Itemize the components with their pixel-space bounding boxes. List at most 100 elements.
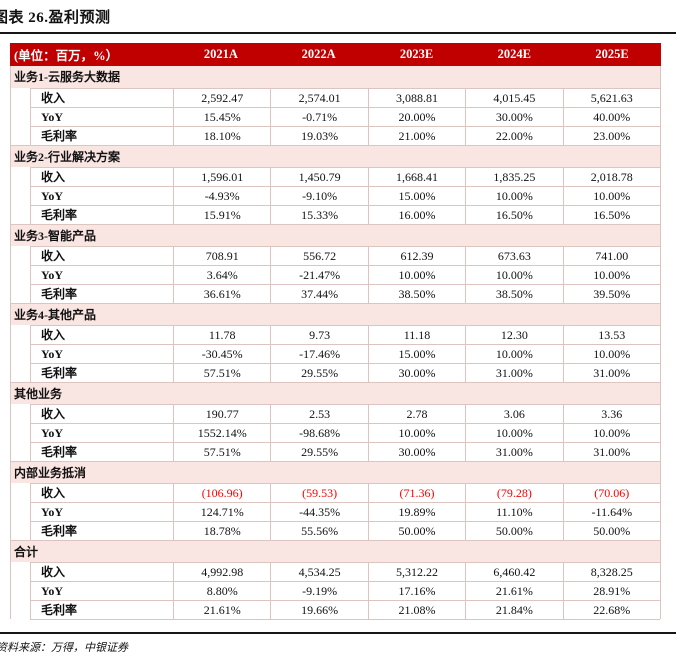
indent-cell	[11, 483, 31, 502]
indent-cell	[11, 167, 31, 186]
value-cell: 50.00%	[562, 521, 660, 540]
row-label: 收入	[31, 483, 173, 502]
table-row: 毛利率 15.91% 15.33% 16.00% 16.50% 16.50%	[11, 205, 660, 224]
value-cell: 30.00%	[465, 107, 563, 126]
value-cell: -98.68%	[270, 423, 368, 442]
value-cell: 2.53	[270, 404, 368, 423]
table-row: 收入 1,596.01 1,450.79 1,668.41 1,835.25 2,018.…	[11, 167, 660, 186]
row-label: 毛利率	[31, 363, 173, 382]
table-row: YoY 8.80% -9.19% 17.16% 21.61% 28.91%	[11, 581, 660, 600]
table-row: 收入 2,592.47 2,574.01 3,088.81 4,015.45 5,621.…	[11, 88, 660, 107]
indent-cell	[11, 107, 31, 126]
column-header-2023E: 2023E	[399, 47, 434, 61]
value-cell: 16.00%	[367, 205, 466, 224]
value-cell: 30.00%	[367, 442, 466, 461]
section-header-row: 合计	[11, 540, 660, 562]
value-cell: 11.18	[367, 325, 466, 344]
value-cell: 50.00%	[465, 521, 563, 540]
value-cell: 13.53	[562, 325, 660, 344]
section-header-row: 其他业务	[11, 382, 660, 404]
value-cell: 556.72	[270, 246, 368, 265]
row-label: 收入	[31, 88, 173, 107]
row-label: YoY	[31, 344, 173, 363]
value-cell: 12.30	[465, 325, 563, 344]
value-cell: 4,992.98	[173, 562, 271, 581]
value-cell: 30.00%	[367, 363, 466, 382]
indent-cell	[11, 502, 31, 521]
column-header-2024E: 2024E	[497, 47, 531, 61]
footer-divider	[0, 632, 676, 634]
table-body: 业务1-云服务大数据 收入 2,592.47 2,574.01 3,088.81 4,01…	[11, 66, 660, 620]
indent-cell	[11, 246, 31, 265]
row-label: 收入	[31, 246, 173, 265]
table-row: 毛利率 21.61% 19.66% 21.08% 21.84% 22.68%	[11, 600, 660, 620]
table-row: YoY -4.93% -9.10% 15.00% 10.00% 10.00%	[11, 186, 660, 205]
value-cell: 3.06	[465, 404, 563, 423]
indent-cell	[11, 126, 31, 145]
indent-cell	[11, 363, 31, 382]
value-cell: 31.00%	[562, 363, 660, 382]
value-cell: 3,088.81	[367, 88, 466, 107]
value-cell: 40.00%	[562, 107, 660, 126]
value-cell: 19.03%	[270, 126, 368, 145]
value-cell: 190.77	[173, 404, 271, 423]
table-row: 毛利率 36.61% 37.44% 38.50% 38.50% 39.50%	[11, 284, 660, 303]
row-label: 毛利率	[31, 126, 173, 145]
value-cell: 39.50%	[562, 284, 660, 303]
row-label: YoY	[31, 581, 173, 600]
table-row: 毛利率 18.78% 55.56% 50.00% 50.00% 50.00%	[11, 521, 660, 540]
value-cell: 29.55%	[270, 442, 368, 461]
table-row: 收入 190.77 2.53 2.78 3.06 3.36	[11, 404, 660, 423]
row-label: YoY	[31, 107, 173, 126]
value-cell: 19.89%	[367, 502, 466, 521]
indent-cell	[11, 581, 31, 600]
value-cell: -44.35%	[270, 502, 368, 521]
row-label: 毛利率	[31, 205, 173, 224]
indent-cell	[11, 186, 31, 205]
table-row: 收入 4,992.98 4,534.25 5,312.22 6,460.42 8,328.…	[11, 562, 660, 581]
value-cell: 37.44%	[270, 284, 368, 303]
value-cell: -30.45%	[173, 344, 271, 363]
indent-cell	[11, 521, 31, 540]
table-row: 毛利率 57.51% 29.55% 30.00% 31.00% 31.00%	[11, 442, 660, 461]
value-cell: (59.53)	[270, 483, 368, 502]
table-row: YoY -30.45% -17.46% 15.00% 10.00% 10.00%	[11, 344, 660, 363]
table-row: 毛利率 18.10% 19.03% 21.00% 22.00% 23.00%	[11, 126, 660, 145]
value-cell: 10.00%	[367, 423, 466, 442]
value-cell: 18.78%	[173, 521, 271, 540]
value-cell: 21.08%	[367, 600, 466, 620]
value-cell: 2.78	[367, 404, 466, 423]
value-cell: -17.46%	[270, 344, 368, 363]
value-cell: 10.00%	[562, 423, 660, 442]
title-divider	[0, 32, 676, 34]
value-cell: 612.39	[367, 246, 466, 265]
value-cell: 15.00%	[367, 344, 466, 363]
section-header-row: 内部业务抵消	[11, 461, 660, 483]
value-cell: 2,018.78	[562, 167, 660, 186]
value-cell: 10.00%	[367, 265, 466, 284]
table-row: YoY 1552.14% -98.68% 10.00% 10.00% 10.00%	[11, 423, 660, 442]
value-cell: 21.61%	[173, 600, 271, 620]
row-label: 毛利率	[31, 521, 173, 540]
table-row: YoY 3.64% -21.47% 10.00% 10.00% 10.00%	[11, 265, 660, 284]
value-cell: -4.93%	[173, 186, 271, 205]
value-cell: 16.50%	[465, 205, 563, 224]
row-label: 收入	[31, 562, 173, 581]
value-cell: 4,015.45	[465, 88, 563, 107]
row-label: YoY	[31, 502, 173, 521]
value-cell: 10.00%	[562, 344, 660, 363]
forecast-table: (单位：百万，%） 2021A 2022A 2023E 2024E 2025E 业务1-…	[10, 43, 661, 620]
value-cell: 15.91%	[173, 205, 271, 224]
value-cell: 21.84%	[465, 600, 563, 620]
value-cell: -9.19%	[270, 581, 368, 600]
row-label: 毛利率	[31, 284, 173, 303]
table-row: 毛利率 57.51% 29.55% 30.00% 31.00% 31.00%	[11, 363, 660, 382]
value-cell: 673.63	[465, 246, 563, 265]
value-cell: 2,574.01	[270, 88, 368, 107]
row-label: 毛利率	[31, 600, 173, 620]
value-cell: 20.00%	[367, 107, 466, 126]
value-cell: 124.71%	[173, 502, 271, 521]
indent-cell	[11, 88, 31, 107]
value-cell: 28.91%	[562, 581, 660, 600]
row-label: YoY	[31, 423, 173, 442]
